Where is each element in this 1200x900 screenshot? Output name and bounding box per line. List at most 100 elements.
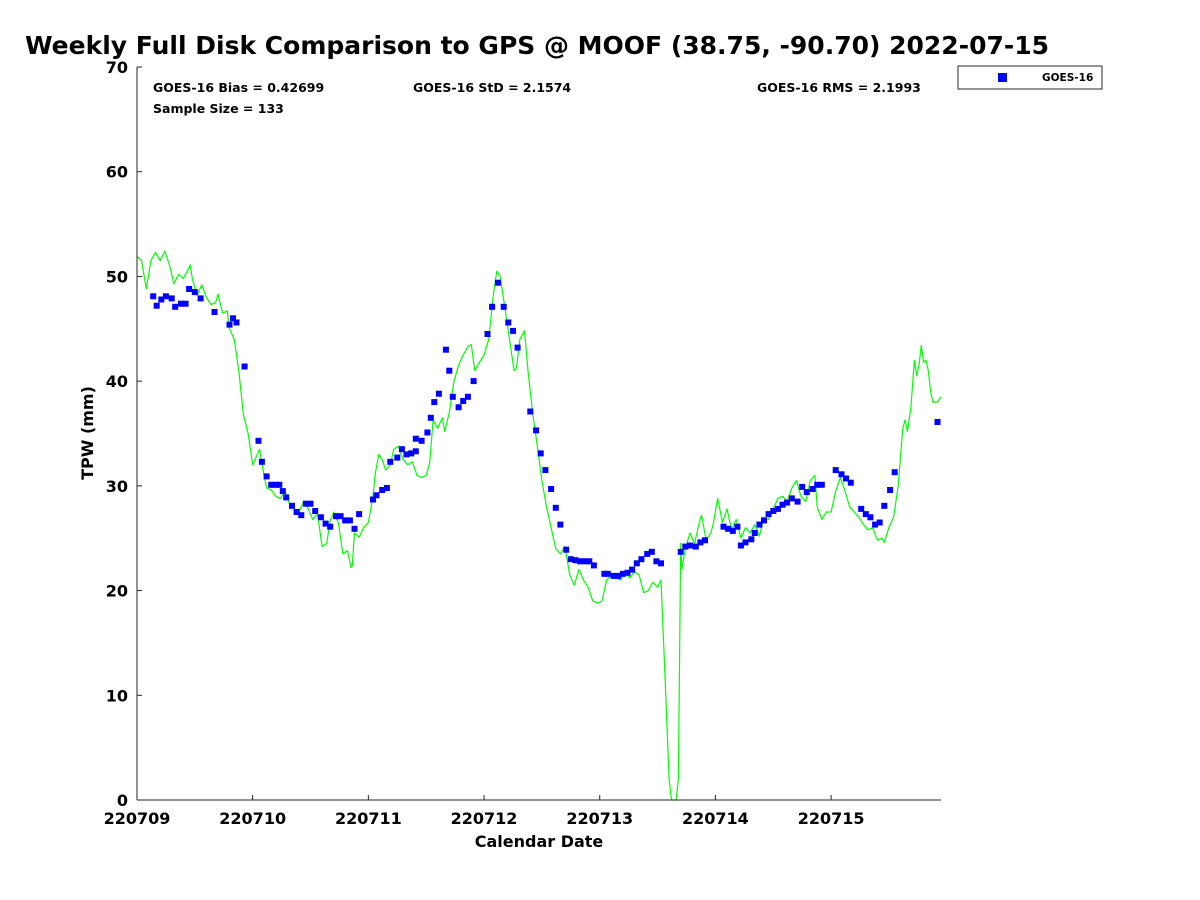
data-point [687,542,693,549]
data-point [351,525,358,532]
plot-area [137,67,941,800]
x-tick-label: 220713 [566,809,633,828]
data-point [590,562,597,569]
chart-title: Weekly Full Disk Comparison to GPS @ MOO… [25,31,1049,60]
y-tick-label: 40 [106,372,128,391]
data-point [756,521,763,528]
data-point [737,542,744,549]
data-point [298,512,305,519]
data-point [799,483,806,490]
data-point [832,467,839,474]
y-tick-label: 70 [106,58,128,77]
x-tick-label: 220715 [798,809,865,828]
legend: GOES-16 [957,65,1103,90]
data-point [619,570,626,577]
data-point [751,530,758,536]
data-point [682,543,689,550]
data-point [268,481,275,488]
y-axis-label: TPW (mm) [78,386,97,480]
data-point [387,458,394,465]
data-point [697,539,704,546]
data-point [293,509,300,515]
data-point [403,451,410,458]
data-point [876,519,883,526]
data-point [435,390,442,397]
data-point [601,570,608,577]
x-tick-label: 220712 [451,809,518,828]
data-point [379,487,386,493]
data-point [182,300,189,307]
x-tick-label: 220711 [335,809,402,828]
goes16-marker-series [150,279,941,579]
data-point [427,414,434,421]
rms-stat: GOES-16 RMS = 2.1993 [757,80,921,95]
data-point [398,446,405,453]
data-point [784,499,791,506]
data-point [446,367,453,374]
data-point [383,485,390,491]
legend-label: GOES-16 [1042,72,1093,84]
data-point [178,300,184,307]
data-point [702,537,708,544]
data-point [934,419,941,425]
data-point [770,508,777,514]
data-point [644,550,651,557]
data-point [370,496,376,503]
data-point [191,289,198,296]
data-point [283,494,290,501]
data-point [533,427,540,434]
bias-stat: GOES-16 Bias = 0.42699 [153,80,324,95]
data-point [734,523,741,530]
data-point [629,566,636,573]
data-point [226,321,233,328]
data-point [197,295,204,302]
data-point [258,458,265,465]
data-point [307,500,314,507]
data-point [563,546,570,553]
data-point [327,523,334,530]
data-point [412,435,419,442]
data-point [887,487,894,493]
x-tick-label: 220709 [104,809,171,828]
data-point [818,481,825,488]
data-point [272,481,279,488]
data-point [774,505,781,512]
data-point [279,488,286,495]
data-point [153,302,160,309]
data-point [552,504,559,511]
y-tick-label: 30 [106,477,128,496]
data-point [527,408,534,415]
data-point [867,514,874,521]
legend-marker [998,73,1007,82]
data-point [455,404,462,411]
data-point [337,513,344,520]
data-point [514,344,521,351]
data-point [241,363,248,370]
data-point [302,500,309,507]
data-point [648,548,655,555]
y-tick-label: 10 [106,686,128,705]
data-point [408,450,415,457]
data-point [548,486,555,492]
data-point [633,560,640,567]
data-point [809,486,816,492]
data-point [577,558,584,565]
data-point [494,279,501,286]
data-point [168,295,175,302]
data-point [765,511,772,518]
data-point [158,296,165,303]
data-point [843,475,850,482]
legend-box [957,65,1103,90]
data-point [255,437,262,444]
data-point [542,467,549,474]
data-point [748,536,755,543]
y-tick-label: 60 [106,163,128,182]
data-point [729,527,736,534]
data-point [761,517,767,524]
data-point [460,398,467,404]
data-point [862,511,869,518]
data-point [814,481,821,488]
data-point [289,502,295,509]
data-point [847,479,854,486]
